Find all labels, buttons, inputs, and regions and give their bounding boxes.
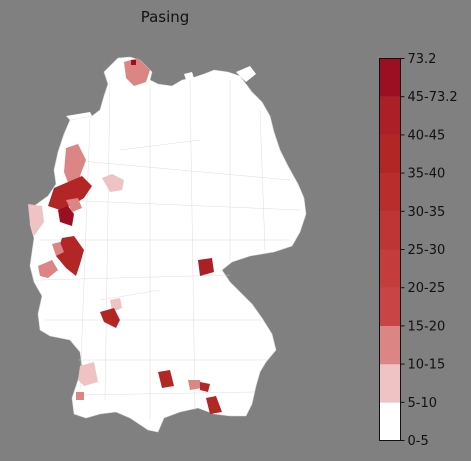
map-title: Pasing: [140, 8, 190, 26]
region-upper-rhine-south: [78, 362, 98, 386]
region-north-schleswig: [124, 58, 150, 86]
region-ruhr-east: [66, 198, 82, 212]
legend-bin-35-40: [379, 134, 401, 174]
region-cologne-ring: [52, 242, 64, 256]
legend-tick-label: 15-20: [408, 319, 446, 334]
region-upper-bavaria-south: [206, 396, 222, 414]
legend-tick-label: 20-25: [408, 281, 446, 296]
legend-bin-10-15: [379, 325, 401, 365]
legend-tick-label: 0-5: [408, 434, 429, 449]
legend-bin-45-73.2: [379, 58, 401, 97]
baltic-islands: [236, 66, 256, 82]
legend-tick-label: 40-45: [408, 128, 446, 143]
region-lower-saxony-north-west: [64, 144, 86, 188]
region-upper-franconia-east: [198, 258, 214, 276]
region-lower-saxony-central: [102, 174, 124, 192]
legend-bin-40-45: [379, 96, 401, 135]
legend-bin-30-35: [379, 173, 401, 212]
legend-tick-label: 45-73.2: [408, 90, 458, 105]
region-lower-rhine-west: [28, 204, 44, 236]
legend-tick-label: 73.2: [408, 52, 437, 67]
legend-bin-5-10: [379, 364, 401, 403]
region-upper-rhine-far-south: [76, 392, 84, 400]
legend-tick-label: 5-10: [408, 396, 438, 411]
legend-bin-25-30: [379, 211, 401, 250]
region-rhine-neckar: [100, 308, 120, 328]
legend-tick-label: 10-15: [408, 358, 446, 373]
district-borders: [39, 79, 301, 420]
region-swabia-ulm: [158, 370, 174, 388]
north-sea-islands: [66, 112, 92, 120]
legend-tick-label: 35-40: [408, 167, 446, 182]
fehmarn-island: [184, 72, 194, 80]
region-munich-east: [200, 382, 210, 392]
legend-tick-label: 30-35: [408, 205, 446, 220]
region-eifel: [38, 260, 58, 278]
region-ruhr-core: [58, 206, 74, 226]
region-munich-west: [188, 380, 202, 390]
legend-bin-20-25: [379, 249, 401, 288]
region-north-schleswig-core: [131, 60, 136, 65]
legend-bin-0-5: [379, 402, 401, 441]
region-muensterland: [48, 176, 92, 210]
legend-bin-15-20: [379, 287, 401, 326]
region-rhineland-cologne: [56, 236, 84, 276]
legend-tick-label: 25-30: [408, 243, 446, 258]
germany-choropleth-map: [28, 56, 307, 433]
